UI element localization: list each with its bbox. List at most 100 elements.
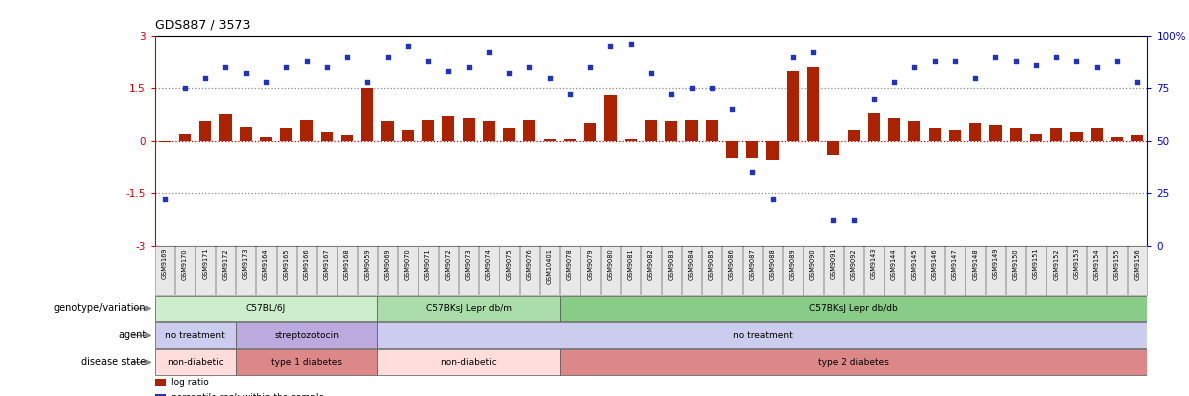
- Text: streptozotocin: streptozotocin: [273, 331, 339, 340]
- Text: GSM9149: GSM9149: [993, 248, 999, 280]
- Point: [905, 64, 924, 70]
- FancyBboxPatch shape: [1087, 246, 1107, 295]
- FancyBboxPatch shape: [681, 246, 702, 295]
- Point: [216, 64, 235, 70]
- Text: GSM9153: GSM9153: [1074, 248, 1080, 280]
- FancyBboxPatch shape: [1006, 246, 1025, 295]
- FancyBboxPatch shape: [257, 246, 276, 295]
- Text: type 2 diabetes: type 2 diabetes: [818, 358, 889, 367]
- Point: [1006, 58, 1025, 64]
- Text: GSM9152: GSM9152: [1053, 248, 1059, 280]
- Bar: [155, 394, 166, 396]
- FancyBboxPatch shape: [195, 246, 215, 295]
- Point: [1026, 62, 1045, 68]
- FancyBboxPatch shape: [377, 295, 560, 322]
- FancyBboxPatch shape: [358, 246, 377, 295]
- Bar: [665, 121, 678, 141]
- Text: GSM9165: GSM9165: [283, 248, 289, 280]
- Text: GSM9091: GSM9091: [830, 248, 836, 280]
- Bar: [828, 141, 839, 154]
- Bar: [523, 120, 535, 141]
- Bar: [361, 88, 373, 141]
- FancyBboxPatch shape: [297, 246, 316, 295]
- Bar: [503, 128, 515, 141]
- FancyBboxPatch shape: [722, 246, 742, 295]
- Bar: [158, 141, 171, 142]
- Text: C57BL/6J: C57BL/6J: [246, 304, 287, 313]
- Bar: [908, 121, 920, 141]
- Text: GSM9085: GSM9085: [709, 248, 715, 280]
- Text: GSM9082: GSM9082: [648, 248, 654, 280]
- Bar: [1131, 135, 1144, 141]
- Point: [965, 74, 984, 81]
- FancyBboxPatch shape: [215, 246, 235, 295]
- Bar: [868, 112, 880, 141]
- Bar: [543, 139, 555, 141]
- Bar: [1009, 128, 1021, 141]
- FancyBboxPatch shape: [235, 349, 377, 375]
- Text: GSM9069: GSM9069: [384, 248, 390, 280]
- FancyBboxPatch shape: [540, 246, 559, 295]
- Point: [176, 85, 195, 91]
- FancyBboxPatch shape: [377, 349, 560, 375]
- FancyBboxPatch shape: [277, 246, 296, 295]
- FancyBboxPatch shape: [580, 246, 600, 295]
- Bar: [178, 134, 191, 141]
- Bar: [301, 120, 313, 141]
- FancyBboxPatch shape: [317, 246, 336, 295]
- FancyBboxPatch shape: [986, 246, 1005, 295]
- Text: GSM9081: GSM9081: [628, 248, 634, 280]
- Bar: [281, 128, 292, 141]
- Text: GSM9084: GSM9084: [688, 248, 694, 280]
- Text: GSM9083: GSM9083: [668, 248, 674, 280]
- Bar: [483, 121, 495, 141]
- Point: [662, 91, 681, 97]
- Text: no treatment: no treatment: [165, 331, 225, 340]
- Point: [419, 58, 438, 64]
- Point: [885, 79, 904, 85]
- Text: percentile rank within the sample: percentile rank within the sample: [171, 393, 325, 396]
- FancyBboxPatch shape: [641, 246, 661, 295]
- Text: GSM9070: GSM9070: [404, 248, 411, 280]
- Text: GSM9170: GSM9170: [182, 248, 188, 280]
- Bar: [422, 120, 434, 141]
- Point: [196, 74, 215, 81]
- Text: GSM9155: GSM9155: [1114, 248, 1120, 280]
- Point: [338, 53, 357, 60]
- Point: [237, 70, 256, 76]
- Point: [682, 85, 702, 91]
- Point: [925, 58, 944, 64]
- Text: GSM9079: GSM9079: [587, 248, 593, 280]
- Point: [844, 217, 863, 223]
- FancyBboxPatch shape: [1046, 246, 1065, 295]
- Point: [1087, 64, 1106, 70]
- Point: [804, 49, 823, 55]
- Bar: [1090, 128, 1103, 141]
- Text: GSM9086: GSM9086: [729, 248, 735, 280]
- FancyBboxPatch shape: [804, 246, 823, 295]
- FancyBboxPatch shape: [763, 246, 782, 295]
- Bar: [624, 139, 637, 141]
- Point: [398, 43, 417, 49]
- Bar: [1050, 128, 1062, 141]
- Text: GSM9074: GSM9074: [486, 248, 492, 280]
- Point: [864, 95, 883, 102]
- Text: GSM9075: GSM9075: [507, 248, 512, 280]
- FancyBboxPatch shape: [1127, 246, 1147, 295]
- Text: C57BKsJ Lepr db/db: C57BKsJ Lepr db/db: [810, 304, 898, 313]
- Text: GSM9151: GSM9151: [1033, 248, 1039, 280]
- FancyBboxPatch shape: [905, 246, 924, 295]
- Text: agent: agent: [118, 330, 146, 341]
- FancyBboxPatch shape: [338, 246, 357, 295]
- Point: [156, 196, 175, 202]
- Text: GSM9156: GSM9156: [1134, 248, 1140, 280]
- Text: GSM9171: GSM9171: [202, 248, 208, 280]
- Point: [824, 217, 843, 223]
- Point: [945, 58, 964, 64]
- Bar: [584, 123, 596, 141]
- FancyBboxPatch shape: [398, 246, 417, 295]
- Text: GSM9071: GSM9071: [426, 248, 432, 280]
- Bar: [644, 120, 658, 141]
- Point: [986, 53, 1005, 60]
- FancyBboxPatch shape: [377, 322, 1147, 348]
